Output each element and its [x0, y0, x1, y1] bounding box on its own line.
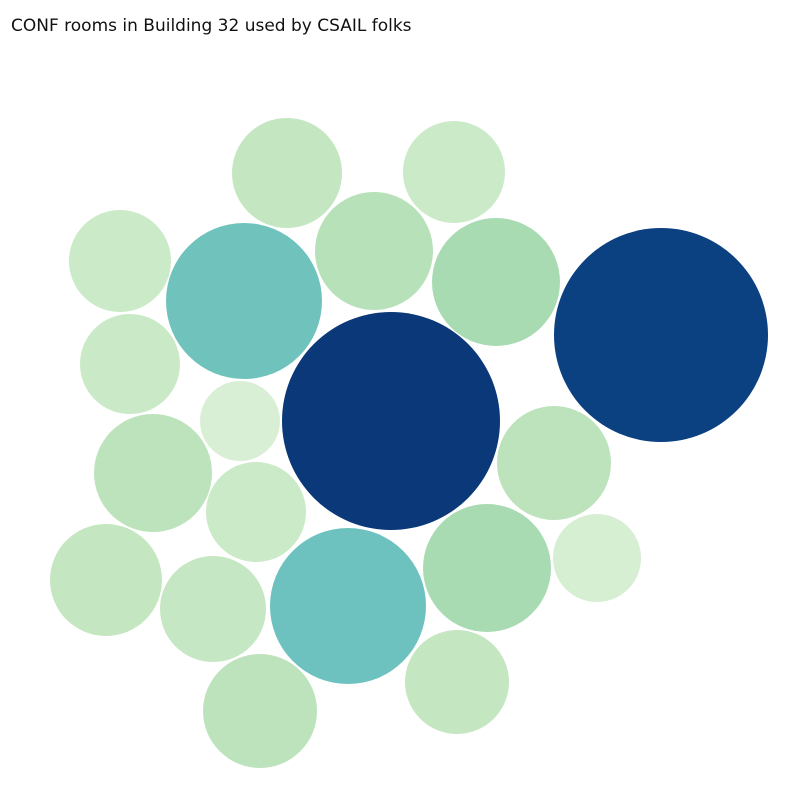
bubble [200, 381, 280, 461]
chart-title: CONF rooms in Building 32 used by CSAIL … [11, 16, 412, 36]
bubble [497, 406, 611, 520]
bubble [206, 462, 306, 562]
bubble [69, 210, 171, 312]
bubble [403, 121, 505, 223]
bubble [315, 192, 433, 310]
bubble [405, 630, 509, 734]
bubble [203, 654, 317, 768]
bubble [160, 556, 266, 662]
bubble [423, 504, 551, 632]
bubble [554, 228, 768, 442]
bubble [282, 312, 500, 530]
bubble [166, 223, 322, 379]
bubble [432, 218, 560, 346]
bubble [80, 314, 180, 414]
bubble [553, 514, 641, 602]
bubble [50, 524, 162, 636]
bubble [94, 414, 212, 532]
bubble [232, 118, 342, 228]
bubble [270, 528, 426, 684]
